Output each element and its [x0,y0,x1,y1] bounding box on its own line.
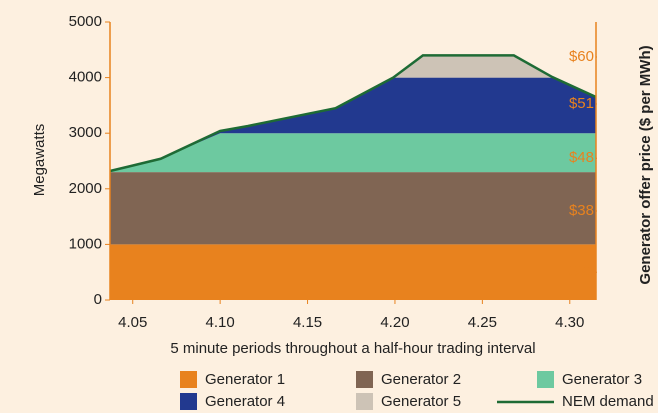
x-tick-label: 4.10 [206,314,235,331]
y-tick-label: 3000 [69,124,102,141]
y2-tick-label: $35 [569,263,594,280]
legend-label: Generator 1 [205,371,285,388]
y2-tick-label: $38 [569,202,594,219]
y2-tick-label: $51 [569,95,594,112]
legend-label: Generator 5 [381,393,461,410]
legend-swatch [180,371,197,388]
x-tick-label: 4.30 [555,314,584,331]
legend-label: Generator 2 [381,371,461,388]
y-tick-label: 0 [94,291,102,308]
y2-tick-label: $48 [569,149,594,166]
area [110,77,596,172]
x-axis-label: 5 minute periods throughout a half-hour … [170,340,535,357]
y-tick-label: 5000 [69,13,102,30]
legend-swatch [356,393,373,410]
legend-swatch [356,371,373,388]
x-tick-label: 4.20 [380,314,409,331]
x-tick-label: 4.05 [118,314,147,331]
y-tick-label: 1000 [69,235,102,252]
y-axis-label: Megawatts [31,124,48,197]
area [110,244,596,300]
legend-swatch [180,393,197,410]
x-tick-label: 4.25 [468,314,497,331]
legend-swatch [537,371,554,388]
y2-tick-label: $60 [569,48,594,65]
area [110,133,596,173]
demand-line [109,54,597,173]
legend-label: Generator 4 [205,393,285,410]
y-tick-label: 4000 [69,69,102,86]
x-tick-label: 4.15 [293,314,322,331]
y-tick-label: 2000 [69,180,102,197]
legend-label: Generator 3 [562,371,642,388]
legend-label: NEM demand [562,393,654,410]
area [110,172,596,245]
y2-axis-label: Generator offer price ($ per MWh) [637,45,654,284]
